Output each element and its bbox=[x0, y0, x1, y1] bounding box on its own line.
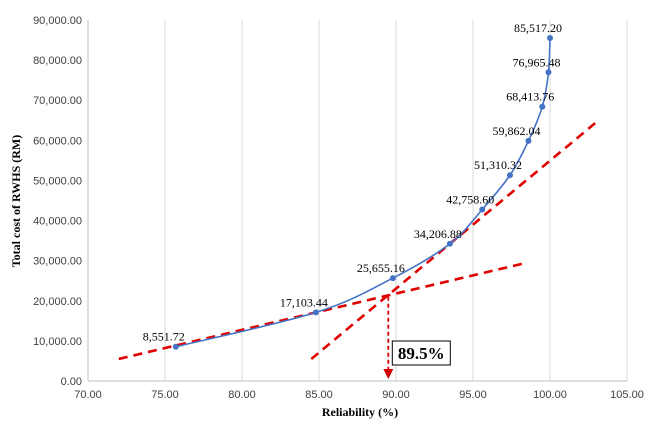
data-labels: 8,551.72 17,103.44 25,655.16 34,206.88 42,75… bbox=[143, 21, 562, 344]
x-tick-label: 75.00 bbox=[151, 389, 179, 401]
data-label: 17,103.44 bbox=[280, 295, 328, 309]
data-label: 85,517.20 bbox=[514, 21, 562, 35]
data-label: 25,655.16 bbox=[357, 261, 405, 275]
x-axis-title: Reliability (%) bbox=[322, 405, 398, 419]
data-point bbox=[545, 69, 552, 76]
x-tick-label: 105.00 bbox=[610, 389, 644, 401]
vertical-gridlines bbox=[87, 20, 628, 381]
data-point bbox=[506, 172, 513, 179]
cost-series bbox=[172, 34, 553, 350]
y-tick-labels: 0.00 10,000.00 20,000.00 30,000.00 40,000.00… bbox=[33, 15, 82, 388]
callout-arrow-head bbox=[383, 369, 394, 379]
callout-label: 89.5% bbox=[398, 344, 445, 363]
y-tick-label: 20,000.00 bbox=[33, 296, 82, 308]
y-tick-label: 0.00 bbox=[61, 376, 82, 388]
data-point bbox=[389, 275, 396, 282]
reliability-callout: 89.5% bbox=[383, 296, 451, 379]
x-tick-label: 95.00 bbox=[459, 389, 487, 401]
y-tick-label: 80,000.00 bbox=[33, 55, 82, 67]
tangent-line bbox=[118, 261, 528, 361]
y-tick-label: 10,000.00 bbox=[33, 336, 82, 348]
y-tick-label: 30,000.00 bbox=[33, 256, 82, 268]
data-label: 8,551.72 bbox=[143, 330, 185, 344]
data-point bbox=[539, 103, 546, 110]
y-tick-label: 50,000.00 bbox=[33, 175, 82, 187]
x-tick-label: 100.00 bbox=[533, 389, 567, 401]
data-label: 51,310.32 bbox=[474, 158, 522, 172]
data-point bbox=[172, 343, 179, 350]
x-tick-label: 70.00 bbox=[74, 389, 102, 401]
x-tick-labels: 70.00 75.00 80.00 85.00 90.00 95.00 100.00 105.… bbox=[74, 389, 644, 401]
data-label: 34,206.88 bbox=[414, 227, 462, 241]
data-label: 42,758.60 bbox=[446, 192, 494, 206]
data-label: 59,862.04 bbox=[492, 124, 540, 138]
data-point bbox=[525, 137, 532, 144]
data-label: 68,413.76 bbox=[506, 90, 554, 104]
y-axis-title: Total cost of RWHS (RM) bbox=[9, 135, 23, 267]
x-tick-label: 80.00 bbox=[228, 389, 256, 401]
callout-box bbox=[391, 340, 451, 366]
tangent-lines bbox=[118, 121, 598, 361]
x-tick-label: 85.00 bbox=[305, 389, 333, 401]
axes bbox=[87, 20, 627, 382]
y-tick-label: 90,000.00 bbox=[33, 15, 82, 27]
y-tick-label: 60,000.00 bbox=[33, 135, 82, 147]
data-label: 76,965.48 bbox=[512, 55, 560, 69]
data-point bbox=[312, 309, 319, 316]
data-point bbox=[547, 34, 553, 41]
y-tick-label: 70,000.00 bbox=[33, 95, 82, 107]
y-tick-label: 40,000.00 bbox=[33, 216, 82, 228]
data-point bbox=[479, 206, 486, 213]
x-tick-label: 90.00 bbox=[382, 389, 410, 401]
data-point bbox=[446, 240, 453, 247]
